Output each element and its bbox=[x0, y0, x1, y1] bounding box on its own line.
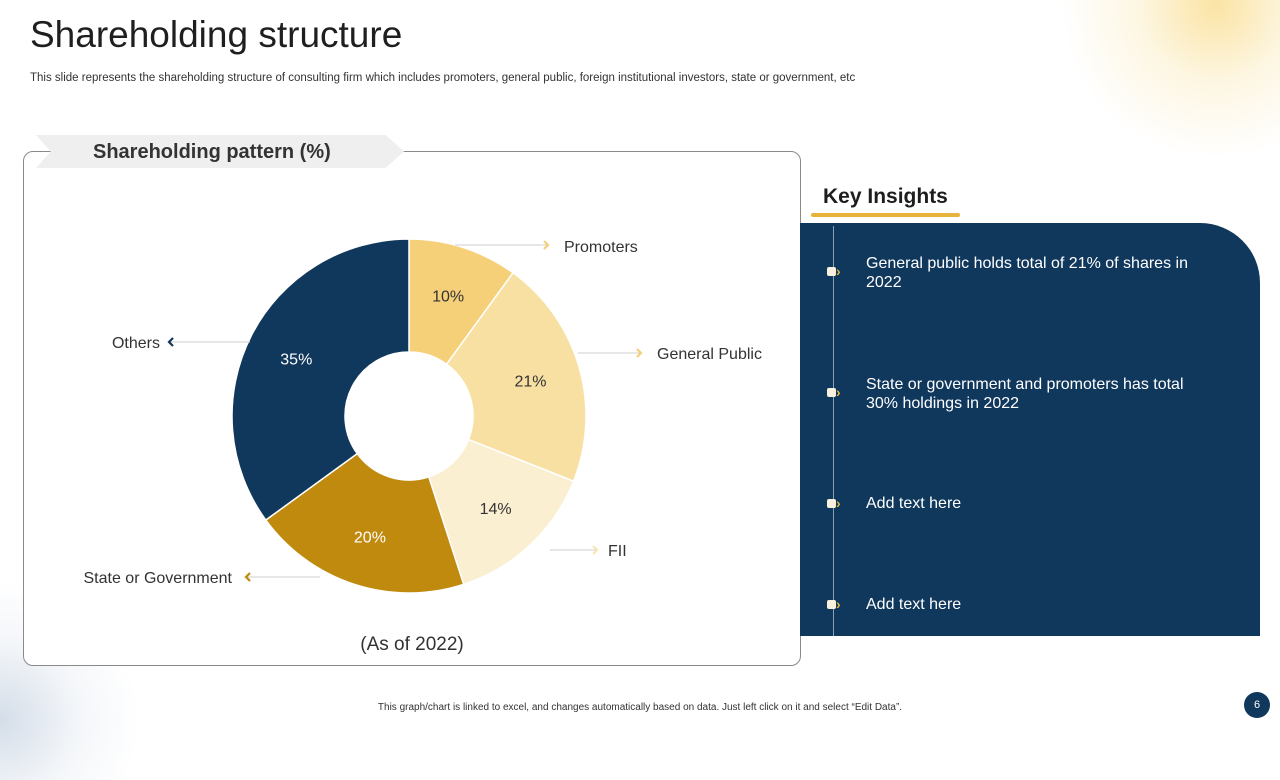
donut-slice bbox=[427, 438, 575, 586]
donut-chart: 10% 21% 14% 20% 35% Promoters General Public FI… bbox=[83, 238, 762, 655]
footer-note: This graph/chart is linked to excel, and… bbox=[377, 702, 903, 713]
insights-underline bbox=[811, 213, 960, 217]
category-label: General Public bbox=[657, 346, 762, 363]
callout-arrow-icon bbox=[636, 348, 643, 358]
insights-title: Key Insights bbox=[823, 185, 948, 208]
insight-bullet-icon: › bbox=[827, 495, 849, 511]
insight-bullet-icon: › bbox=[827, 263, 849, 279]
callout-arrow-icon bbox=[592, 545, 599, 555]
insight-bullet-icon: › bbox=[827, 596, 849, 612]
insight-item: General public holds total of 21% of sha… bbox=[866, 255, 1188, 291]
data-label: 20% bbox=[354, 529, 386, 546]
chart-banner-title: Shareholding pattern (%) bbox=[93, 141, 331, 163]
slide-subtitle: This slide represents the shareholding s… bbox=[30, 72, 856, 84]
chart-banner bbox=[36, 135, 404, 168]
data-label: 21% bbox=[514, 374, 546, 391]
slide-title: Shareholding structure bbox=[30, 14, 403, 55]
callout-arrow-icon bbox=[543, 240, 550, 250]
insight-item: Add text here bbox=[866, 495, 962, 512]
chart-caption: (As of 2022) bbox=[360, 634, 464, 655]
callout-arrow-icon bbox=[167, 337, 174, 347]
insights-timeline bbox=[833, 226, 834, 636]
data-label: 14% bbox=[480, 501, 512, 518]
category-label: Others bbox=[112, 335, 160, 352]
donut-slice bbox=[264, 452, 465, 594]
data-label: 35% bbox=[280, 352, 312, 369]
page-number: 6 bbox=[1244, 692, 1270, 718]
decorative-glow-top-right bbox=[1060, 0, 1280, 160]
donut-slice bbox=[445, 271, 587, 483]
donut-slice bbox=[231, 238, 410, 522]
insight-item: State or government and promoters has to… bbox=[866, 376, 1184, 412]
data-label: 10% bbox=[432, 289, 464, 306]
insights-panel bbox=[800, 223, 1260, 636]
callout-arrow-icon bbox=[244, 572, 251, 582]
category-label: Promoters bbox=[564, 239, 638, 256]
insight-bullet-icon: › bbox=[827, 384, 849, 400]
insight-item: Add text here bbox=[866, 596, 962, 613]
category-label: State or Government bbox=[83, 570, 232, 587]
category-label: FII bbox=[608, 543, 627, 560]
